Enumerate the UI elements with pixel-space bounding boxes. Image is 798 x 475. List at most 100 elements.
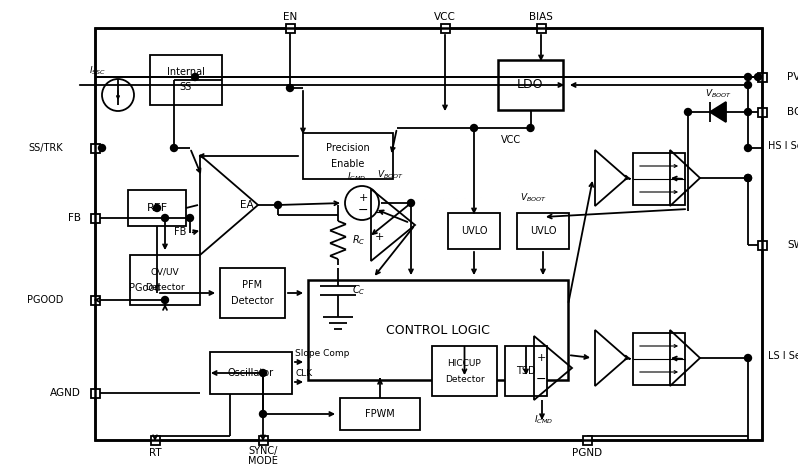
Text: FB: FB [174,227,186,237]
Bar [757,240,767,249]
Bar [432,346,497,396]
Bar [340,398,420,430]
Text: PGND: PGND [572,448,602,458]
Bar [505,346,547,396]
Circle shape [98,144,105,152]
Text: +: + [358,193,368,203]
Bar [259,436,267,445]
Bar [308,280,568,380]
Circle shape [745,174,752,181]
Circle shape [161,215,168,221]
Text: Detector: Detector [231,296,274,306]
Text: $V_{BOOT}$: $V_{BOOT}$ [519,192,547,204]
Text: VCC: VCC [500,135,520,145]
Circle shape [745,108,752,115]
Circle shape [745,144,752,152]
Polygon shape [710,102,726,122]
Bar [90,295,100,304]
Bar [210,352,292,394]
Text: $V_{BOOT}$: $V_{BOOT}$ [705,88,732,100]
Text: EN: EN [282,12,297,22]
Circle shape [754,74,761,80]
Bar [757,73,767,82]
Circle shape [286,85,294,92]
Bar [150,55,222,105]
Bar [128,190,186,226]
Circle shape [745,174,752,181]
Bar [151,436,160,445]
Text: Internal: Internal [167,67,205,77]
Circle shape [153,205,160,211]
Circle shape [745,82,752,88]
Circle shape [408,200,414,207]
Text: PFM: PFM [243,280,263,290]
Text: SW: SW [787,240,798,250]
Text: REF: REF [147,203,168,213]
Text: OV/UV: OV/UV [151,267,180,276]
Circle shape [171,144,177,152]
Bar [95,28,762,440]
Text: TSD: TSD [516,366,535,376]
Text: HS I Sense: HS I Sense [768,141,798,151]
Circle shape [259,370,267,377]
Text: −: − [535,372,547,386]
Text: UVLO: UVLO [530,226,556,236]
Bar [286,23,294,32]
Bar [440,23,449,32]
Bar [95,28,762,440]
Text: Enable: Enable [331,159,365,169]
Text: $C_C$: $C_C$ [352,284,365,297]
Text: SYNC/: SYNC/ [248,446,278,456]
Text: +: + [374,232,384,242]
Text: Oscillator: Oscillator [228,368,274,378]
Text: FPWM: FPWM [365,409,395,419]
Text: RT: RT [148,448,161,458]
Bar [583,436,591,445]
Bar [220,268,285,318]
Circle shape [275,201,282,209]
Text: SS: SS [180,82,192,92]
Bar [757,107,767,116]
Bar [90,213,100,222]
Text: AGND: AGND [50,388,81,398]
Bar [303,133,393,179]
Bar [498,60,563,110]
Bar [517,213,569,249]
Text: −: − [358,203,368,217]
Text: LDO: LDO [517,78,543,92]
Text: LS I Sense: LS I Sense [768,351,798,361]
Text: MODE: MODE [248,456,278,466]
Circle shape [161,296,168,304]
Text: PVIN: PVIN [787,72,798,82]
Circle shape [471,124,477,132]
Text: $I_{CMD}$: $I_{CMD}$ [347,171,366,183]
Bar [536,23,546,32]
Text: SS/TRK: SS/TRK [29,143,63,153]
Text: $V_{BOOT}$: $V_{BOOT}$ [377,169,404,181]
Text: $I_{CMD}$: $I_{CMD}$ [535,414,554,426]
Bar [90,389,100,398]
Text: UVLO: UVLO [460,226,488,236]
Text: BIAS: BIAS [529,12,553,22]
Text: CLK: CLK [295,370,312,379]
Circle shape [745,354,752,361]
Circle shape [527,124,534,132]
Circle shape [685,108,692,115]
Text: $I_{SSC}$: $I_{SSC}$ [89,65,106,77]
Text: CONTROL LOGIC: CONTROL LOGIC [386,323,490,336]
Bar [633,153,685,205]
Circle shape [259,410,267,418]
Text: VCC: VCC [434,12,456,22]
Text: Detector: Detector [444,374,484,383]
Bar [633,333,685,385]
Text: $R_C$: $R_C$ [352,233,365,247]
Text: BOOT: BOOT [787,107,798,117]
Circle shape [745,74,752,80]
Text: HICCUP: HICCUP [448,359,481,368]
Circle shape [187,215,193,221]
Text: +: + [536,353,546,363]
Text: PGOOD: PGOOD [26,295,63,305]
Text: EA: EA [240,200,254,210]
Bar [130,255,200,305]
Circle shape [192,74,199,80]
